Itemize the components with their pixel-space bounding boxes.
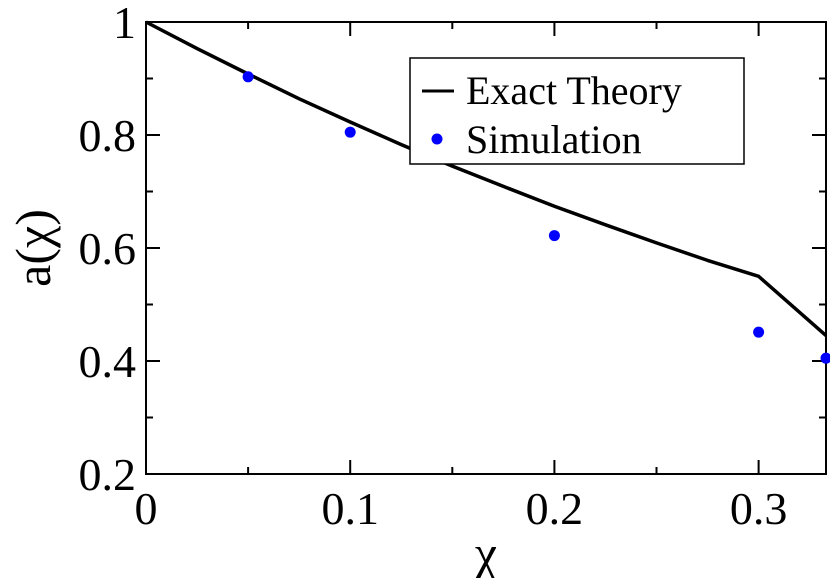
y-tick-labels: 0.2 0.4 0.6 0.8 1 [79, 0, 137, 500]
x-tick-label: 0 [135, 483, 158, 534]
data-point-simulation [242, 71, 254, 83]
data-point-simulation [753, 326, 765, 338]
y-tick-label: 1 [113, 0, 136, 48]
y-tick-label: 0.2 [79, 449, 137, 500]
y-tick-label: 0.4 [79, 336, 137, 387]
legend: Exact Theory Simulation [409, 57, 745, 165]
x-tick-label: 0.1 [321, 483, 379, 534]
y-axis-label: a(χ) [5, 209, 61, 287]
x-tick-label: 0.2 [526, 483, 584, 534]
x-axis-label: χ [474, 525, 497, 578]
legend-label-simulation: Simulation [466, 117, 642, 162]
x-tick-labels: 0 0.1 0.2 0.3 [135, 483, 788, 534]
series-line-exact-theory [145, 20, 828, 337]
y-tick-label: 0.6 [79, 223, 137, 274]
series-layer [145, 20, 830, 364]
data-point-simulation [820, 352, 830, 364]
axis-ticks [145, 21, 826, 475]
data-point-simulation [548, 230, 560, 242]
legend-box [409, 57, 745, 165]
legend-label-exact-theory: Exact Theory [466, 68, 682, 113]
x-tick-label: 0.3 [730, 483, 788, 534]
legend-swatch-simulation [431, 133, 443, 145]
y-tick-label: 0.8 [79, 110, 137, 161]
data-point-simulation [344, 126, 356, 138]
